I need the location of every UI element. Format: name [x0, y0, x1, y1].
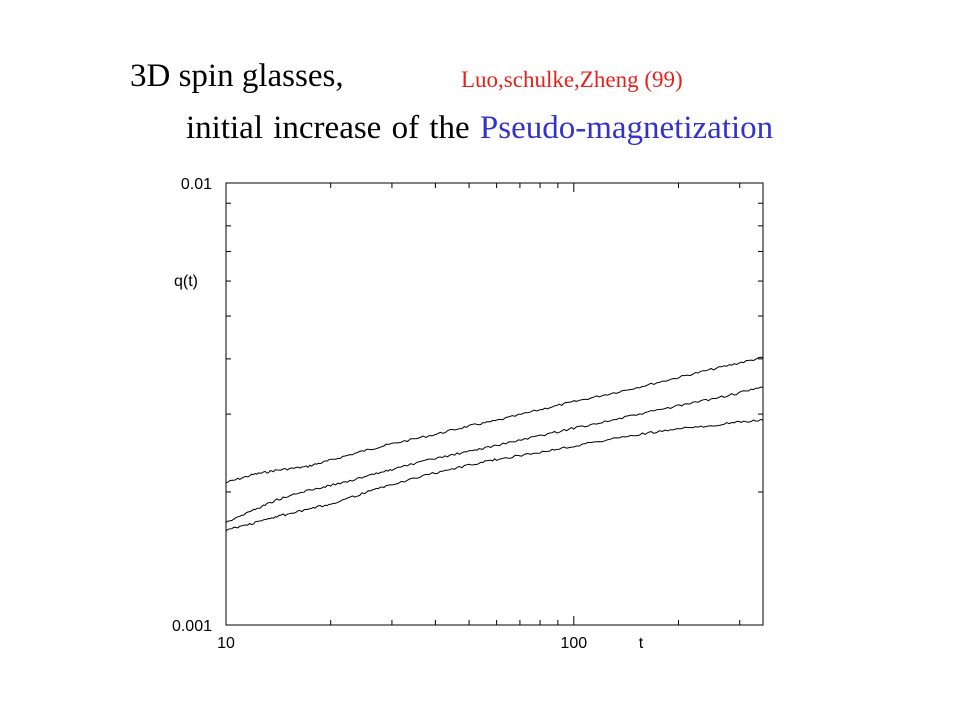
series-line-3	[225, 418, 764, 532]
subheading-prefix: initial increase of the	[186, 110, 470, 146]
series-line-1	[225, 356, 764, 484]
citation: Luo,schulke,Zheng (99)	[461, 67, 683, 92]
axis-ticks	[226, 183, 763, 625]
y-axis-label: q(t)	[174, 273, 198, 290]
slide-heading: 3D spin glasses,	[130, 58, 344, 94]
plot-frame	[225, 182, 764, 626]
x-tick-label: 10	[217, 635, 235, 652]
series-line-2	[225, 386, 764, 523]
subheading-highlight: Pseudo-magnetization	[479, 110, 774, 146]
series-group	[225, 356, 764, 532]
x-axis-label: t	[639, 635, 644, 652]
x-tick-label: 100	[560, 635, 587, 652]
slide-subheading: initial increase of the Pseudo-magnetiza…	[186, 110, 773, 147]
y-tick-label: 0.001	[172, 618, 212, 635]
tick-labels: 10 100 0.001 0.01	[172, 176, 587, 652]
y-tick-label: 0.01	[181, 176, 212, 193]
